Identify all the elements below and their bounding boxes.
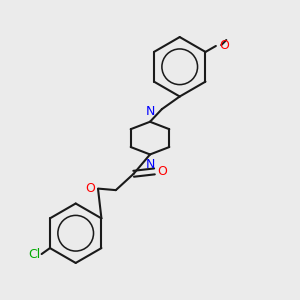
Text: Cl: Cl <box>28 248 40 261</box>
Text: O: O <box>157 165 167 178</box>
Text: N: N <box>145 158 155 171</box>
Text: O: O <box>219 39 229 52</box>
Text: O: O <box>86 182 96 195</box>
Text: N: N <box>145 105 155 118</box>
